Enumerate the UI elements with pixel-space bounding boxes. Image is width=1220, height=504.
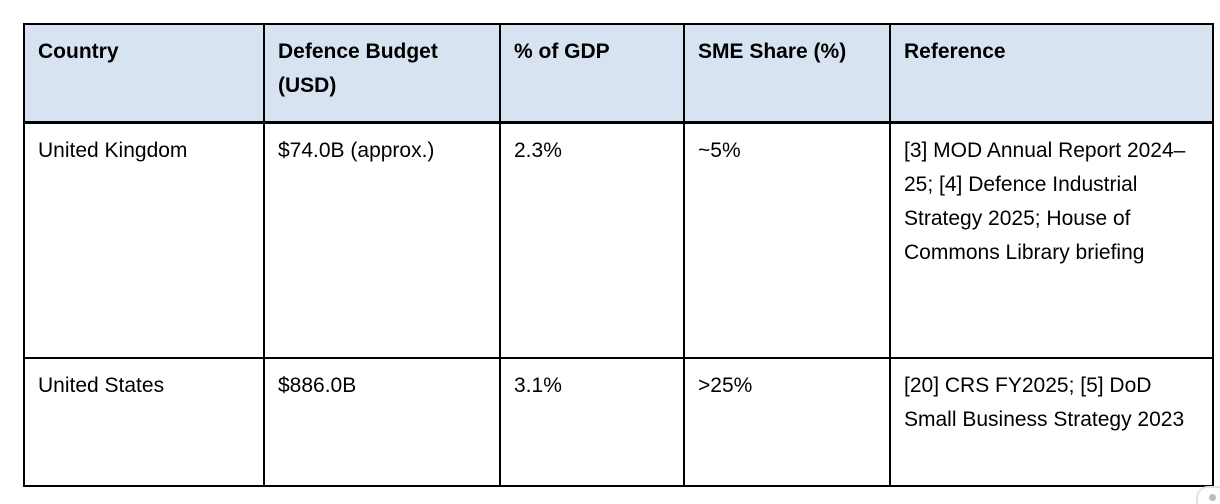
- table-header-row: Country Defence Budget (USD) % of GDP SM…: [23, 23, 1214, 124]
- cell-reference: [20] CRS FY2025; [5] DoD Small Business …: [889, 357, 1214, 487]
- column-header-country: Country: [23, 23, 265, 124]
- cell-sme-share: >25%: [683, 357, 891, 487]
- cell-budget: $74.0B (approx.): [263, 121, 501, 359]
- cell-sme-share: ~5%: [683, 121, 891, 359]
- column-header-sme-share: SME Share (%): [683, 23, 891, 124]
- column-header-budget: Defence Budget (USD): [263, 23, 501, 124]
- floating-widget-corner[interactable]: [1196, 486, 1220, 504]
- table-row-united-states: United States $886.0B 3.1% >25% [20] CRS…: [23, 357, 1214, 487]
- widget-dot-icon: [1209, 494, 1216, 501]
- table-row-united-kingdom: United Kingdom $74.0B (approx.) 2.3% ~5%…: [23, 121, 1214, 359]
- cell-country: United States: [23, 357, 265, 487]
- cell-gdp: 2.3%: [499, 121, 685, 359]
- column-header-gdp: % of GDP: [499, 23, 685, 124]
- defence-budget-comparison-table: Country Defence Budget (USD) % of GDP SM…: [23, 23, 1214, 487]
- cell-reference: [3] MOD Annual Report 2024–25; [4] Defen…: [889, 121, 1214, 359]
- cell-budget: $886.0B: [263, 357, 501, 487]
- cell-country: United Kingdom: [23, 121, 265, 359]
- column-header-reference: Reference: [889, 23, 1214, 124]
- cell-gdp: 3.1%: [499, 357, 685, 487]
